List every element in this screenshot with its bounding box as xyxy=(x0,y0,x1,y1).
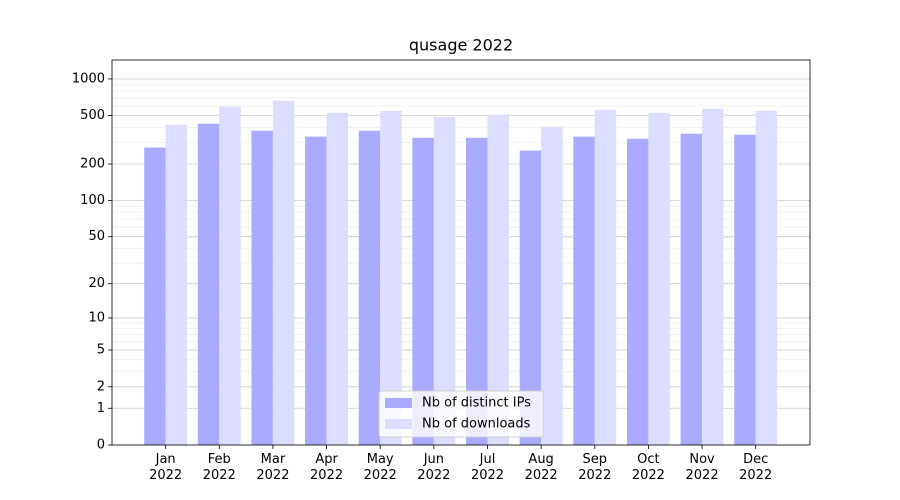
plot-frame xyxy=(111,59,811,446)
bar xyxy=(380,110,402,446)
x-tick-label: Aug 2022 xyxy=(524,452,558,483)
x-tick-label-box: Apr 2022 xyxy=(310,452,344,483)
bar xyxy=(272,100,295,445)
bar xyxy=(519,150,542,445)
bar xyxy=(433,116,456,445)
bar xyxy=(541,126,563,445)
x-tick-label-box: Jun 2022 xyxy=(417,452,451,483)
legend-swatch xyxy=(385,419,412,429)
bar xyxy=(358,130,381,446)
bar xyxy=(305,136,327,445)
x-tick-label: Oct 2022 xyxy=(631,452,665,483)
bar xyxy=(626,138,649,446)
legend: Nb of distinct IPs Nb of downloads xyxy=(378,390,544,438)
x-tick-label-box: May 2022 xyxy=(363,452,397,483)
y-tick-label: 10 xyxy=(88,310,105,325)
bar xyxy=(251,130,273,446)
legend-label: Nb of distinct IPs xyxy=(422,396,531,411)
x-tick-label-box: Mar 2022 xyxy=(256,452,290,483)
chart-title: qusage 2022 xyxy=(409,36,513,55)
bar xyxy=(573,136,595,445)
x-tick-label-box: Jan 2022 xyxy=(149,452,183,483)
x-tick-label: Feb 2022 xyxy=(202,452,236,483)
bars xyxy=(144,100,778,446)
x-tick-label: Apr 2022 xyxy=(310,452,344,483)
bar xyxy=(594,109,617,445)
y-tick-label: 100 xyxy=(80,193,105,208)
bar xyxy=(734,134,756,445)
x-tick-label: Jun 2022 xyxy=(417,452,451,483)
x-tick-label-box: Feb 2022 xyxy=(202,452,236,483)
x-tick-label-box: Aug 2022 xyxy=(524,452,558,483)
x-tick-label: Jan 2022 xyxy=(149,452,183,483)
bar xyxy=(755,110,778,446)
y-tick-label: 1000 xyxy=(72,71,105,86)
x-tick-label: Nov 2022 xyxy=(685,452,719,483)
y-tick-label: 20 xyxy=(88,276,105,291)
x-tick-label: Sep 2022 xyxy=(578,452,612,483)
y-tick-label: 1 xyxy=(97,401,105,416)
x-tick-label-box: Jul 2022 xyxy=(470,452,505,483)
bar xyxy=(680,133,703,445)
y-tick-label: 500 xyxy=(80,108,105,123)
bar xyxy=(219,106,241,446)
y-tick-label: 5 xyxy=(97,343,105,358)
x-tick-label-box: Dec 2022 xyxy=(739,452,773,483)
bar xyxy=(487,114,509,445)
y-tick-label: 200 xyxy=(80,157,105,172)
x-tick-label: May 2022 xyxy=(363,452,397,483)
bar xyxy=(144,147,166,445)
x-tick-label: Mar 2022 xyxy=(256,452,290,483)
bar xyxy=(412,137,434,445)
legend-swatch xyxy=(385,398,412,408)
x-tick-label-box: Nov 2022 xyxy=(685,452,719,483)
bar xyxy=(165,124,188,445)
y-tick-label: 50 xyxy=(88,229,105,244)
x-tick-label-box: Sep 2022 xyxy=(578,452,612,483)
y-tick-label: 2 xyxy=(97,379,105,394)
bar xyxy=(702,108,724,445)
bar xyxy=(648,112,670,445)
x-tick-label: Jul 2022 xyxy=(470,452,505,483)
bar xyxy=(326,112,349,445)
legend-label: Nb of downloads xyxy=(422,417,531,432)
legend-box xyxy=(378,390,544,438)
bar xyxy=(197,123,220,446)
x-tick-label-box: Oct 2022 xyxy=(631,452,665,483)
bar xyxy=(466,137,488,445)
y-tick-label: 0 xyxy=(97,438,105,453)
x-tick-label: Dec 2022 xyxy=(739,452,773,483)
axes: 0 1 2 5 10 20 50 100 200 500 1000 Jan 2022 Feb 2022 M… xyxy=(72,59,811,483)
